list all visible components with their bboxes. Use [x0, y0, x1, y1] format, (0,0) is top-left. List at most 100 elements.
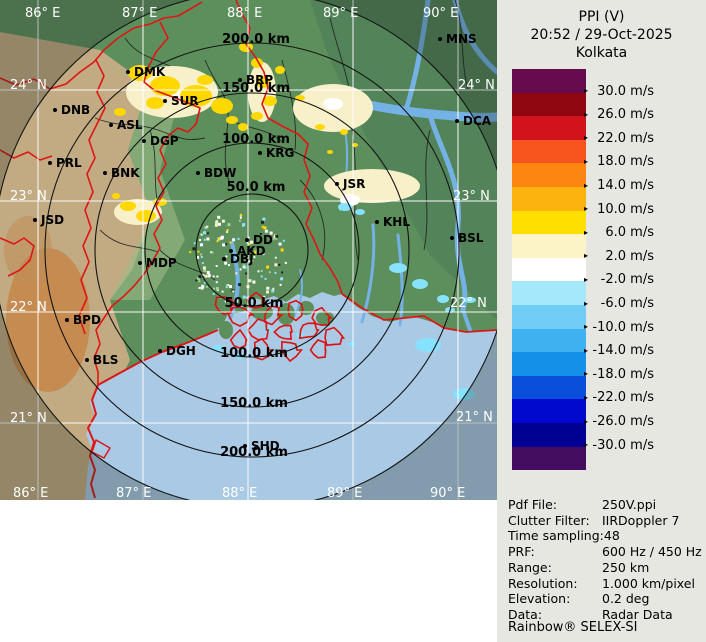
- clutter-speckle: [257, 252, 260, 255]
- legend-label: -14.0 m/s: [592, 343, 654, 359]
- sundarbans-delta-outlines: [214, 291, 346, 363]
- clutter-speckle: [243, 265, 247, 269]
- clutter-speckle: [200, 253, 203, 256]
- legend-label-row: ▸ -26.0 m/s: [584, 414, 654, 429]
- clutter-speckle: [189, 251, 192, 254]
- info-value: 250 km: [602, 559, 650, 575]
- delta-island-outline: [273, 324, 293, 340]
- clutter-speckle: [216, 240, 219, 243]
- map-labels: 86° E 86° E 87° E 87° E 88° E 88° E 89° E 89° E…: [10, 6, 495, 500]
- legend-band-4: [512, 163, 586, 187]
- clutter-speckle: [197, 250, 200, 253]
- clutter-speckle: [224, 261, 228, 265]
- legend-tick-icon: ▸: [584, 86, 589, 96]
- clutter-speckle: [227, 284, 230, 286]
- station-label-BLS: BLS: [93, 353, 118, 367]
- info-row: Pdf File: 250V.ppi: [508, 497, 704, 513]
- info-value: Radar Data: [602, 606, 673, 622]
- clutter-speckle: [252, 280, 256, 284]
- clutter-speckle: [203, 231, 206, 235]
- clutter-speckle: [264, 229, 268, 233]
- radar-site-name: Kolkata: [575, 45, 628, 61]
- clutter-speckle: [278, 263, 281, 266]
- legend-band-11: [512, 328, 586, 353]
- info-label: Resolution:: [508, 575, 578, 591]
- clutter-speckle: [212, 293, 215, 295]
- info-label: Data:: [508, 606, 543, 622]
- station-label-DD: DD: [253, 233, 273, 247]
- clutter-speckle: [235, 272, 238, 275]
- legend-label: -26.0 m/s: [592, 414, 654, 429]
- station-label-BNK: BNK: [111, 166, 140, 180]
- clutter-speckle: [193, 242, 196, 245]
- station-dot-JSR: [335, 182, 339, 186]
- station-label-DCA: DCA: [463, 114, 492, 128]
- legend-label-row: ▸ 2.0 m/s: [584, 249, 654, 264]
- clutter-speckle: [206, 271, 210, 274]
- legend-label-row: ▸ -30.0 m/s: [584, 438, 654, 453]
- legend-tick-icon: ▸: [584, 416, 589, 426]
- legend-label-row: ▸ 14.0 m/s: [584, 178, 654, 193]
- station-dot-DNB: [53, 108, 57, 112]
- station-dot-DMK: [126, 70, 130, 74]
- station-label-MDP: MDP: [146, 256, 177, 270]
- clutter-speckle: [218, 222, 221, 226]
- legend-label-row: ▸ 18.0 m/s: [584, 154, 654, 169]
- clutter-speckle: [203, 269, 207, 273]
- station-label-DNB: DNB: [61, 103, 90, 117]
- clutter-speckle: [238, 283, 242, 287]
- terrain-hills: [6, 248, 90, 392]
- clutter-speckle: [260, 275, 263, 278]
- legend-band-3: [512, 139, 586, 164]
- station-dot-SHD: [243, 444, 247, 448]
- station-label-MNS: MNS: [446, 32, 477, 46]
- delta-island-outline: [229, 328, 249, 349]
- clutter-speckle: [232, 238, 236, 242]
- clutter-speckle: [200, 243, 203, 247]
- station-dot-KRG: [258, 151, 262, 155]
- clutter-speckle: [198, 275, 202, 279]
- blank-area-below-map: [0, 500, 497, 642]
- legend-label: -18.0 m/s: [592, 366, 654, 382]
- clutter-speckle: [272, 238, 274, 241]
- clutter-speckle: [269, 231, 273, 235]
- clutter-speckle: [262, 217, 266, 221]
- legend-tick-icon: ▸: [584, 345, 589, 355]
- clutter-speckle: [226, 300, 229, 303]
- clutter-speckle: [282, 239, 285, 242]
- station-label-KRG: KRG: [266, 146, 294, 160]
- clutter-speckle: [278, 242, 282, 246]
- legend-label-row: ▸ 30.0 m/s: [584, 84, 654, 99]
- clutter-speckle: [225, 286, 228, 289]
- legend-label: -6.0 m/s: [600, 296, 654, 311]
- clutter-speckle: [268, 271, 271, 274]
- station-dot-MDP: [138, 261, 142, 265]
- clutter-speckle: [239, 268, 242, 271]
- legend-label-row: ▸ 26.0 m/s: [584, 107, 654, 122]
- legend-band-7: [512, 234, 586, 258]
- clutter-speckle: [263, 295, 266, 298]
- clutter-speckle: [227, 298, 230, 301]
- clutter-speckle: [264, 277, 267, 280]
- clutter-speckle: [202, 266, 206, 270]
- clutter-speckle: [266, 265, 270, 269]
- grid-label-lat-left: 23° N: [10, 189, 47, 204]
- clutter-speckle: [215, 265, 218, 267]
- station-label-BPD: BPD: [73, 313, 101, 327]
- clutter-speckle: [225, 284, 228, 287]
- clutter-speckle: [204, 274, 208, 278]
- clutter-speckle: [222, 243, 226, 247]
- delta-island-outline: [298, 322, 320, 340]
- delta-island-outline: [324, 326, 346, 347]
- station-dot-DGH: [158, 349, 162, 353]
- clutter-speckle: [248, 260, 251, 263]
- clutter-speckle: [250, 240, 254, 244]
- clutter-speckle: [262, 248, 265, 251]
- clutter-speckle: [206, 225, 209, 228]
- info-row: Resolution: 1.000 km/pixel: [508, 576, 704, 592]
- ring-label-south: 200.0 km: [220, 445, 288, 460]
- legend-band-8: [512, 257, 586, 282]
- info-value: IIRDoppler 7: [602, 512, 680, 528]
- legend-tick-icon: ▸: [584, 369, 589, 379]
- info-value: 600 Hz / 450 Hz: [602, 544, 702, 560]
